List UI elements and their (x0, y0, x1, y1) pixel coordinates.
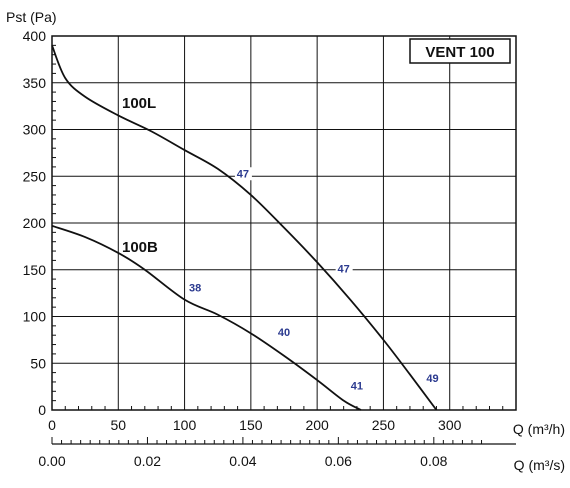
series-group: 100L 100B (51, 45, 438, 411)
model-badge: VENT 100 (409, 38, 511, 64)
y-axis-label: Pst (Pa) (6, 9, 57, 25)
tick-labels: 0 50 100 150 200 250 300 0 50 100 150 200 250 300 350 4… (23, 28, 462, 433)
annotations: 47 47 38 40 41 49 (187, 167, 442, 393)
x-tick-label: 300 (438, 417, 462, 433)
y-tick-label: 250 (23, 168, 47, 184)
annotation-bg (276, 326, 293, 340)
y-tick-label: 300 (23, 122, 47, 138)
x-tick-label: 50 (110, 417, 126, 433)
annotation-label: 47 (237, 168, 249, 180)
annotation-label: 47 (338, 264, 350, 276)
y-tick-label: 400 (23, 28, 47, 44)
x2-tick-label: 0.02 (134, 453, 161, 469)
x-tick-label: 250 (372, 417, 396, 433)
grid (51, 35, 516, 411)
model-badge-label: VENT 100 (425, 44, 494, 61)
series-line-100L (51, 45, 438, 411)
annotation-bg (348, 379, 366, 393)
annotation-bg (234, 167, 252, 181)
y-tick-label: 150 (23, 262, 47, 278)
plot-frame (51, 35, 517, 411)
y-tick-label: 50 (30, 355, 46, 371)
model-badge-box (409, 38, 511, 64)
x-tick-label: 100 (173, 417, 197, 433)
x2-tick-label: 0.04 (229, 453, 256, 469)
y-tick-label: 100 (23, 309, 47, 325)
annotation-label: 49 (426, 373, 438, 385)
x2-tick-label: 0.08 (420, 453, 447, 469)
annotation-bg (424, 372, 442, 386)
x-tick-label: 150 (239, 417, 263, 433)
y-tick-label: 200 (23, 215, 47, 231)
x-axis-label-primary: Q (m³/h) (513, 421, 565, 437)
x2-tick-label: 0.00 (38, 453, 65, 469)
annotation-label: 41 (351, 380, 363, 392)
x-tick-label: 200 (305, 417, 329, 433)
series-label-100B: 100B (122, 239, 158, 256)
x-tick-label: 0 (48, 417, 56, 433)
annotation-label: 38 (189, 282, 201, 294)
annotation-label: 40 (278, 327, 290, 339)
x-axis-label-secondary: Q (m³/s) (514, 457, 565, 473)
y-tick-label: 350 (23, 75, 47, 91)
annotation-bg (187, 281, 205, 295)
y-tick-label: 0 (38, 402, 46, 418)
x2-tick-label: 0.06 (325, 453, 352, 469)
secondary-x-axis: 0.00 0.02 0.04 0.06 0.08 (38, 437, 516, 469)
series-label-100L: 100L (122, 95, 156, 112)
series-line-100B (51, 224, 362, 411)
annotation-bg (335, 262, 353, 276)
